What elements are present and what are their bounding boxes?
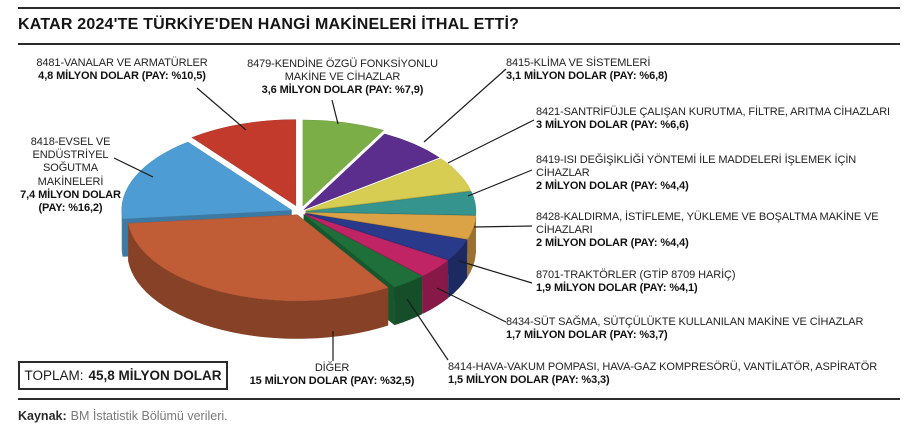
pie-slice-8415	[303, 133, 440, 210]
leader-line	[458, 260, 533, 284]
pie-slice-8419	[305, 191, 477, 216]
slice-name: 8415-KLİMA VE SİSTEMLERİ	[506, 57, 651, 69]
slice-label-8479: 8479-KENDİNE ÖZGÜ FONKSİYONLU MAKİNE VE …	[240, 58, 445, 98]
slice-label-8414: 8414-HAVA-VAKUM POMPASI, HAVA-GAZ KOMPRE…	[448, 361, 910, 387]
slice-name: 8419-ISI DEĞİŞİKLİĞİ YÖNTEMİ İLE MADDELE…	[536, 154, 857, 180]
slice-name: 8481-VANALAR VE ARMATÜRLER	[36, 57, 208, 69]
slice-label-8421: 8421-SANTRİFÜJLE ÇALIŞAN KURUTMA, FİLTRE…	[536, 106, 908, 132]
slice-label-8428: 8428-KALDIRMA, İSTİFLEME, YÜKLEME VE BOŞ…	[536, 211, 881, 251]
slice-label-8415: 8415-KLİMA VE SİSTEMLERİ 3,1 MİLYON DOLA…	[506, 57, 836, 83]
top-rule	[18, 7, 900, 9]
slice-value: 4,8 MİLYON DOLAR (PAY: %10,5)	[38, 70, 206, 83]
leader-line	[423, 68, 507, 143]
pie-slice-8434	[304, 213, 449, 277]
leader-line	[406, 298, 449, 361]
source-text: BM İstatistik Bölümü verileri.	[70, 409, 228, 423]
slice-name: 8428-KALDIRMA, İSTİFLEME, YÜKLEME VE BOŞ…	[536, 211, 879, 237]
pie-slice-8421	[305, 158, 472, 211]
pie-slice-8479	[302, 119, 385, 207]
title-rule	[18, 43, 900, 45]
slice-label-8434: 8434-SÜT SAĞMA, SÜTÇÜLÜKTE KULLANILAN MA…	[506, 316, 911, 342]
leader-line	[447, 119, 535, 164]
total-label: TOPLAM:	[24, 368, 84, 383]
total-value: 45,8 MİLYON DOLAR	[88, 368, 222, 383]
leader-line	[436, 287, 507, 323]
source-line: Kaynak: BM İstatistik Bölümü verileri.	[18, 409, 228, 423]
slice-name: 8479-KENDİNE ÖZGÜ FONKSİYONLU MAKİNE VE …	[247, 58, 438, 84]
slice-value: 7,4 MİLYON DOLAR (PAY: %16,2)	[20, 188, 121, 214]
slice-value: 1,9 MİLYON DOLAR (PAY: %4,1)	[536, 282, 698, 295]
bottom-rule	[18, 398, 900, 400]
slice-value: 3,6 MİLYON DOLAR (PAY: %7,9)	[261, 84, 424, 97]
slice-label-8481: 8481-VANALAR VE ARMATÜRLER 4,8 MİLYON DO…	[22, 57, 222, 83]
leader-line	[467, 169, 533, 197]
pie-slice-DİĞER	[127, 214, 389, 302]
slice-value: 2 MİLYON DOLAR (PAY: %4,4)	[536, 180, 689, 193]
slice-label-8701: 8701-TRAKTÖRLER (GTİP 8709 HARİÇ) 1,9 Mİ…	[536, 269, 876, 295]
pie-slice-8418	[121, 141, 293, 220]
slice-value: 3 MİLYON DOLAR (PAY: %6,6)	[536, 119, 689, 132]
leader-line	[113, 157, 154, 178]
slice-name: 8434-SÜT SAĞMA, SÜTÇÜLÜKTE KULLANILAN MA…	[506, 316, 864, 328]
pie-slice-8701	[305, 213, 468, 260]
slice-name: 8701-TRAKTÖRLER (GTİP 8709 HARİÇ)	[536, 269, 736, 281]
leader-line	[331, 99, 339, 125]
slice-value: 3,1 MİLYON DOLAR (PAY: %6,8)	[506, 70, 668, 83]
page-title: KATAR 2024'TE TÜRKİYE'DEN HANGİ MAKİNELE…	[18, 16, 520, 33]
leader-line	[473, 225, 533, 228]
slice-name: 8418-EVSEL VE ENDÜSTRİYEL SOĞUTMA MAKİNE…	[30, 136, 111, 188]
pie-slice-8414	[303, 214, 423, 288]
slice-label-diger: DİĞER 15 MİLYON DOLAR (PAY: %32,5)	[232, 362, 432, 388]
slice-label-8419: 8419-ISI DEĞİŞİKLİĞİ YÖNTEMİ İLE MADDELE…	[536, 154, 881, 194]
slice-name: 8414-HAVA-VAKUM POMPASI, HAVA-GAZ KOMPRE…	[448, 361, 878, 373]
slice-value: 2 MİLYON DOLAR (PAY: %4,4)	[536, 237, 689, 250]
slice-label-8418: 8418-EVSEL VE ENDÜSTRİYEL SOĞUTMA MAKİNE…	[8, 136, 133, 215]
pie-slice-8428	[305, 212, 477, 240]
slice-name: DİĞER	[314, 362, 350, 374]
leader-line	[196, 87, 247, 131]
source-label: Kaynak:	[18, 409, 67, 423]
slice-value: 15 MİLYON DOLAR (PAY: %32,5)	[249, 375, 415, 388]
pie-slice-8481	[191, 119, 297, 207]
total-box: TOPLAM: 45,8 MİLYON DOLAR	[18, 361, 228, 390]
slice-value: 1,5 MİLYON DOLAR (PAY: %3,3)	[448, 374, 610, 387]
slice-value: 1,7 MİLYON DOLAR (PAY: %3,7)	[506, 329, 668, 342]
slice-name: 8421-SANTRİFÜJLE ÇALIŞAN KURUTMA, FİLTRE…	[536, 106, 891, 118]
